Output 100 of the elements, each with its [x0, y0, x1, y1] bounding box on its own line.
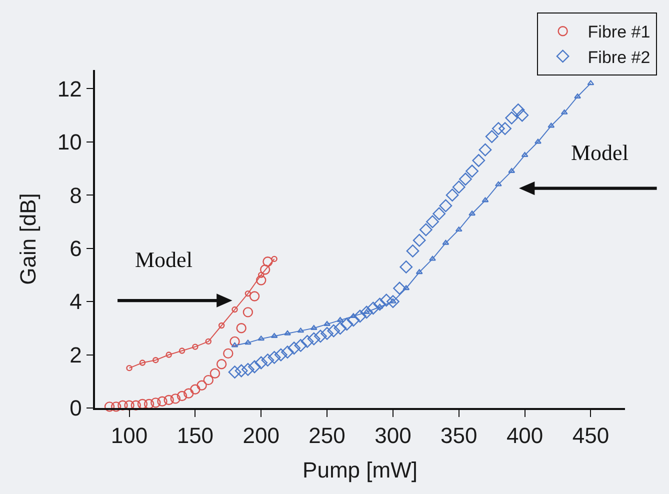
point — [110, 402, 122, 412]
point — [166, 352, 172, 358]
point — [178, 348, 186, 354]
point — [118, 400, 128, 410]
x-tick-label: 200 — [242, 423, 280, 448]
point — [139, 360, 146, 366]
point — [244, 340, 252, 345]
point — [478, 143, 492, 156]
point — [354, 310, 366, 323]
point — [439, 199, 452, 212]
point — [455, 226, 462, 232]
y-tick-label: 10 — [57, 130, 82, 155]
point — [241, 362, 254, 376]
y-tick-label: 12 — [57, 76, 82, 102]
point — [196, 380, 207, 390]
point — [426, 215, 439, 228]
x-tick-label: 400 — [506, 423, 544, 448]
point — [446, 188, 459, 202]
point — [516, 108, 529, 122]
point — [232, 306, 238, 313]
x-tick-label: 100 — [110, 423, 148, 448]
point — [261, 354, 274, 367]
point — [548, 122, 555, 128]
point — [466, 164, 479, 178]
point — [184, 388, 194, 398]
point — [482, 197, 489, 202]
point — [271, 256, 278, 262]
point — [340, 318, 354, 331]
x-tick-label: 250 — [308, 423, 346, 448]
point — [152, 356, 159, 364]
point — [274, 348, 288, 362]
y-tick-label: 4 — [70, 289, 82, 314]
point — [534, 138, 542, 144]
point — [230, 336, 240, 347]
y-tick-label: 2 — [70, 342, 82, 368]
point — [281, 346, 294, 359]
point — [468, 210, 476, 216]
point — [176, 390, 188, 402]
point — [144, 398, 154, 410]
y-tick-label: 6 — [70, 236, 82, 262]
legend-label: Fibre #2 — [588, 48, 650, 67]
point — [262, 256, 273, 267]
point — [254, 356, 268, 370]
point — [258, 272, 264, 278]
point — [432, 207, 446, 220]
y-tick-label: 8 — [70, 182, 82, 208]
point — [587, 80, 594, 86]
point — [294, 339, 308, 352]
point — [310, 325, 318, 330]
point — [205, 338, 212, 345]
point — [218, 322, 225, 329]
point — [498, 122, 512, 135]
point — [124, 400, 134, 410]
x-tick-label: 450 — [572, 423, 610, 448]
point — [560, 109, 568, 114]
point — [104, 402, 115, 412]
point — [327, 324, 340, 338]
point — [472, 154, 486, 167]
x-tick-label: 150 — [176, 423, 214, 448]
point — [284, 330, 291, 336]
point — [416, 269, 423, 274]
point — [170, 394, 181, 404]
point — [288, 342, 301, 355]
point — [228, 366, 242, 379]
point — [242, 307, 254, 318]
point — [442, 240, 450, 245]
point — [492, 122, 505, 135]
point — [412, 234, 426, 247]
x-tick-label: 300 — [374, 423, 412, 448]
point — [314, 330, 327, 343]
point — [130, 400, 141, 410]
point — [150, 398, 161, 408]
point — [223, 348, 234, 359]
point — [210, 368, 220, 378]
point — [248, 360, 261, 374]
point — [307, 332, 320, 346]
point — [297, 328, 304, 333]
annotation: Model — [135, 247, 192, 272]
point — [452, 180, 466, 194]
point — [268, 350, 281, 364]
annotation: Model — [571, 140, 628, 165]
point — [203, 374, 214, 386]
point — [137, 398, 148, 410]
point — [336, 317, 344, 322]
point — [406, 244, 420, 258]
point — [249, 291, 260, 302]
point — [380, 294, 393, 307]
point — [521, 152, 528, 158]
x-tick-label: 350 — [440, 423, 478, 448]
point — [505, 111, 518, 124]
point — [234, 364, 248, 378]
point — [244, 290, 252, 297]
y-tick-label: 0 — [70, 396, 82, 421]
point — [157, 396, 168, 406]
point — [231, 342, 238, 348]
x-axis-title: Pump [mW] — [302, 458, 418, 483]
point — [192, 344, 198, 350]
point — [494, 181, 502, 186]
point — [512, 103, 525, 116]
point — [216, 358, 227, 370]
